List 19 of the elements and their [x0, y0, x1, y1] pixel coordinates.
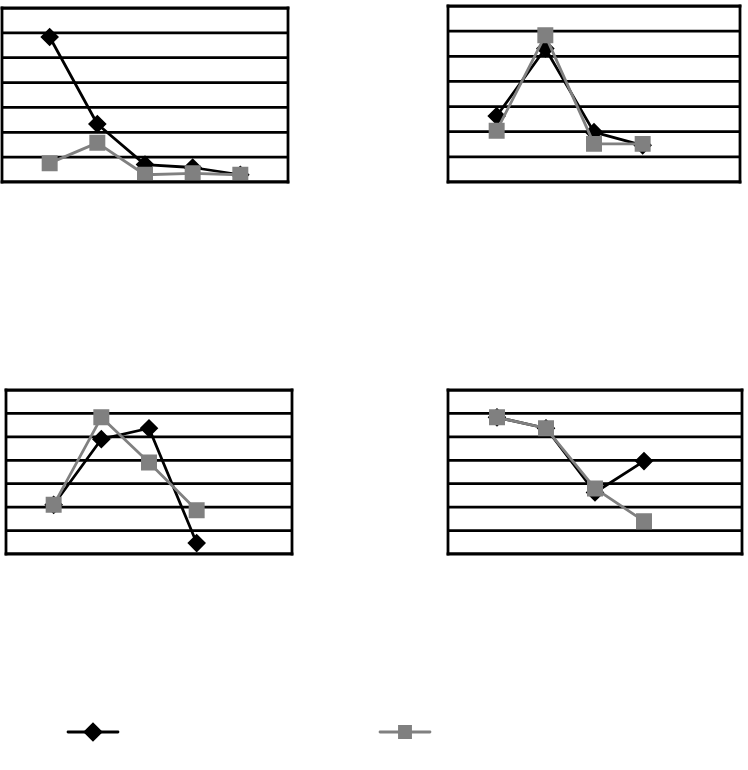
- point: [487, 107, 506, 125]
- point: [635, 452, 653, 470]
- point: [92, 430, 111, 449]
- point: [586, 135, 602, 152]
- point: [88, 115, 107, 133]
- point: [89, 134, 106, 151]
- point: [93, 409, 110, 426]
- point: [537, 27, 554, 44]
- point: [184, 165, 201, 182]
- point: [188, 502, 205, 519]
- point: [141, 454, 157, 471]
- point: [636, 513, 652, 530]
- point: [137, 166, 153, 182]
- point: [587, 480, 603, 497]
- point: [41, 155, 58, 172]
- point: [187, 534, 206, 552]
- point: [40, 28, 59, 46]
- point: [488, 122, 505, 139]
- point: [140, 419, 158, 438]
